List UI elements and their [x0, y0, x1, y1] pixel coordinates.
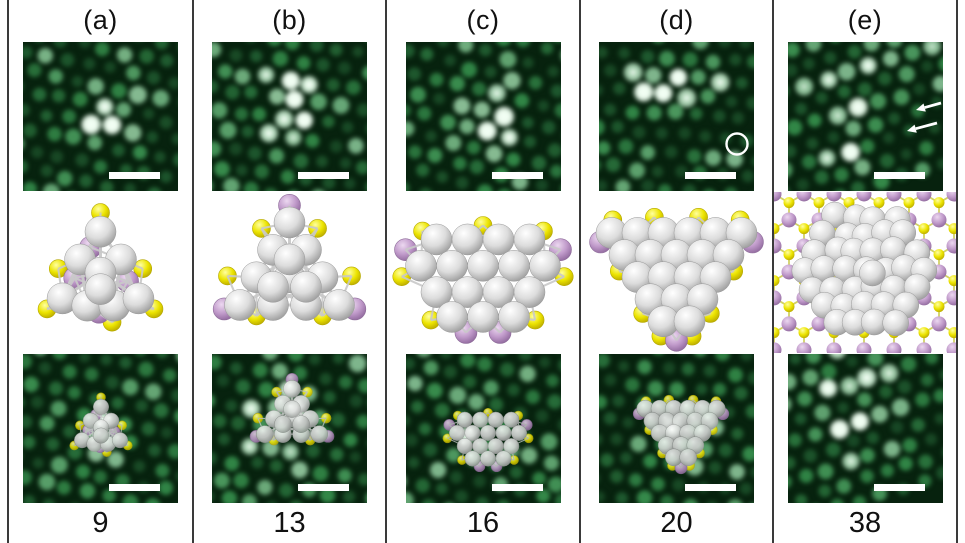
- panel-b: (b) 13: [194, 0, 385, 543]
- circle-annotation: [725, 132, 749, 156]
- stm-spots: [787, 42, 943, 191]
- stm-image-top: [787, 42, 943, 191]
- stm-spots: [212, 42, 367, 191]
- panel-d: (d) 20: [581, 0, 772, 543]
- atom-count-label: 38: [848, 506, 882, 539]
- arrow-icon: [906, 124, 917, 133]
- column-divider: [579, 0, 581, 543]
- cluster-model-overlay: [69, 392, 133, 457]
- scale-bar: [491, 172, 543, 179]
- stm-image-bottom: [212, 354, 367, 503]
- column-divider: [192, 0, 194, 543]
- scale-bar: [873, 172, 925, 179]
- scale-bar: [109, 172, 160, 179]
- panel-a: (a) 9: [9, 0, 192, 543]
- panel-label: (e): [847, 4, 883, 35]
- cluster-model: [37, 203, 164, 332]
- stm-image-top: [212, 42, 367, 191]
- cluster-model-overlay: [632, 394, 730, 475]
- scale-bar: [685, 172, 736, 179]
- cluster-model: [392, 216, 574, 344]
- arrow-icon: [923, 101, 941, 109]
- atom-count-label: 16: [466, 506, 500, 539]
- arrow-icon: [914, 121, 937, 131]
- stm-image-bottom: [787, 354, 943, 503]
- scale-bar: [298, 172, 349, 179]
- figure-border-left: [7, 0, 9, 543]
- stm-spots: [599, 42, 754, 191]
- stm-image-bottom: [405, 354, 561, 503]
- scale-bar: [298, 484, 349, 491]
- scale-bar: [109, 484, 160, 491]
- cluster-model: [589, 207, 764, 352]
- stm-spots: [23, 354, 178, 503]
- cluster-model-overlay: [442, 407, 533, 473]
- stm-image-top: [599, 42, 754, 191]
- stm-image-bottom: [23, 354, 178, 503]
- stm-image-top: [405, 42, 561, 191]
- cluster-model: [212, 194, 367, 326]
- cluster-model: [589, 207, 764, 352]
- stm-spots: [787, 354, 943, 503]
- atom-count-label: 9: [92, 506, 109, 539]
- scale-bar: [873, 484, 925, 491]
- column-divider: [772, 0, 774, 543]
- stm-spots: [23, 42, 178, 191]
- panel-e: (e) 38: [774, 0, 956, 543]
- stm-spots: [405, 42, 561, 191]
- stm-image-bottom: [599, 354, 754, 503]
- stm-image-top: [23, 42, 178, 191]
- scale-bar: [685, 484, 736, 491]
- panel-label: (d): [659, 4, 694, 35]
- cluster-model: [392, 216, 574, 344]
- cluster-model: [774, 192, 956, 353]
- atom-count-label: 20: [660, 506, 693, 539]
- panel-label: (a): [83, 4, 118, 35]
- panel-c: (c) 16: [387, 0, 579, 543]
- atom-count-label: 13: [273, 506, 306, 539]
- cluster-model-overlay: [249, 372, 335, 446]
- cluster-model: [791, 201, 938, 337]
- cluster-model: [212, 194, 367, 326]
- arrow-icon: [915, 103, 926, 112]
- panel-label: (c): [466, 4, 500, 35]
- figure-border-right: [956, 0, 958, 543]
- panel-label: (b): [272, 4, 307, 35]
- column-divider: [385, 0, 387, 543]
- scale-bar: [491, 484, 543, 491]
- cluster-model: [37, 203, 164, 332]
